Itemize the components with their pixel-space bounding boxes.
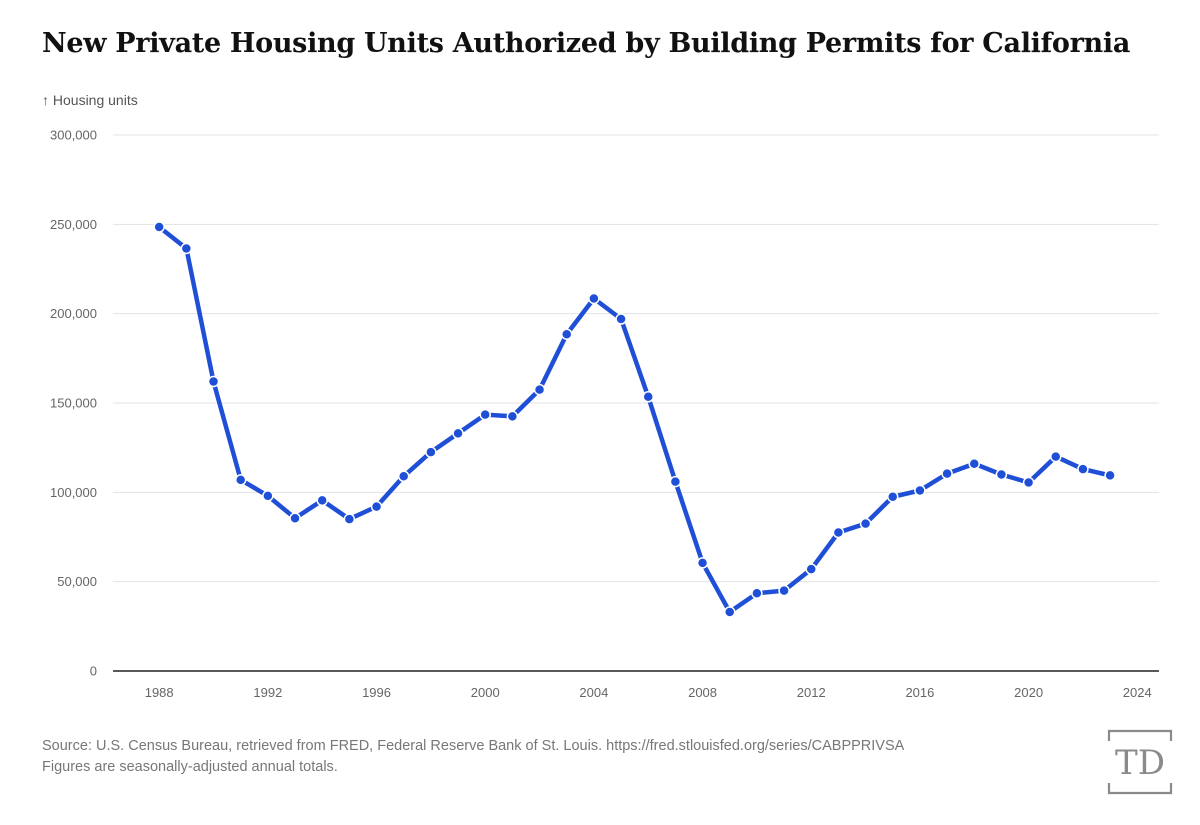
series-layer	[153, 221, 1116, 618]
data-point[interactable]	[1104, 469, 1116, 482]
data-point[interactable]	[669, 475, 682, 488]
data-point[interactable]	[832, 526, 845, 539]
data-point[interactable]	[397, 470, 410, 483]
data-point[interactable]	[805, 563, 817, 575]
data-point[interactable]	[615, 313, 627, 325]
source-note: Source: U.S. Census Bureau, retrieved fr…	[42, 738, 905, 754]
y-tick-label: 100,000	[50, 485, 97, 500]
data-point[interactable]	[452, 427, 464, 440]
x-tick-label: 1996	[362, 685, 391, 700]
x-tick-label: 2004	[579, 685, 608, 700]
data-point[interactable]	[914, 484, 926, 497]
data-point[interactable]	[479, 408, 491, 421]
x-axis-ticks: 1988 1992 1996 2000 2004 2008 2012 2016 2020 2024	[145, 685, 1152, 700]
data-point[interactable]	[180, 242, 193, 255]
chart-footer: Source: U.S. Census Bureau, retrieved fr…	[42, 736, 904, 778]
data-point[interactable]	[642, 390, 654, 403]
data-point[interactable]	[751, 587, 763, 600]
y-axis-ticks: 0 50,000 100,000 150,000 200,000 250,000 300,0…	[50, 128, 97, 679]
gridlines	[113, 134, 1159, 583]
data-point[interactable]	[533, 383, 546, 396]
data-point[interactable]	[723, 606, 736, 618]
x-tick-label: 2024	[1123, 685, 1152, 700]
x-tick-label: 2008	[688, 685, 717, 700]
data-point[interactable]	[968, 457, 981, 470]
y-tick-label: 200,000	[50, 306, 97, 321]
x-tick-label: 2016	[905, 685, 934, 700]
data-point[interactable]	[941, 467, 953, 480]
methodology-note: Figures are seasonally-adjusted annual t…	[42, 759, 338, 775]
data-point[interactable]	[1050, 450, 1062, 463]
x-tick-label: 2000	[471, 685, 500, 700]
data-point[interactable]	[696, 557, 709, 569]
data-point[interactable]	[778, 584, 790, 597]
x-tick-label: 1988	[145, 685, 174, 700]
data-point[interactable]	[262, 490, 274, 502]
x-tick-label: 1992	[253, 685, 282, 700]
logo-text: TD	[1115, 743, 1165, 783]
y-tick-label: 300,000	[50, 128, 97, 143]
data-point[interactable]	[289, 512, 301, 524]
data-point[interactable]	[506, 410, 519, 423]
data-point[interactable]	[316, 494, 328, 507]
data-point[interactable]	[1077, 463, 1089, 475]
series-line	[156, 224, 1113, 615]
data-point[interactable]	[234, 474, 247, 486]
y-tick-label: 250,000	[50, 217, 97, 232]
data-point[interactable]	[1022, 476, 1035, 489]
data-point[interactable]	[370, 500, 383, 513]
data-point[interactable]	[207, 375, 220, 388]
data-point[interactable]	[859, 517, 872, 530]
logo-frame	[1107, 729, 1173, 795]
data-point[interactable]	[588, 292, 600, 305]
data-point[interactable]	[886, 491, 899, 503]
chart-title: New Private Housing Units Authorized by …	[42, 28, 1131, 59]
line-chart: 0 50,000 100,000 150,000 200,000 250,000 300,0…	[50, 128, 1159, 700]
y-tick-label: 0	[90, 664, 97, 679]
x-tick-label: 2020	[1014, 685, 1043, 700]
y-tick-label: 50,000	[57, 574, 97, 589]
x-tick-label: 2012	[797, 685, 826, 700]
y-tick-label: 150,000	[50, 396, 97, 411]
data-point[interactable]	[560, 328, 573, 340]
td-logo: TD	[1107, 729, 1173, 795]
data-point[interactable]	[425, 446, 437, 458]
y-axis-unit-label: ↑ Housing units	[42, 92, 138, 108]
data-point[interactable]	[343, 513, 356, 525]
data-point[interactable]	[995, 468, 1008, 481]
data-point[interactable]	[153, 221, 165, 233]
